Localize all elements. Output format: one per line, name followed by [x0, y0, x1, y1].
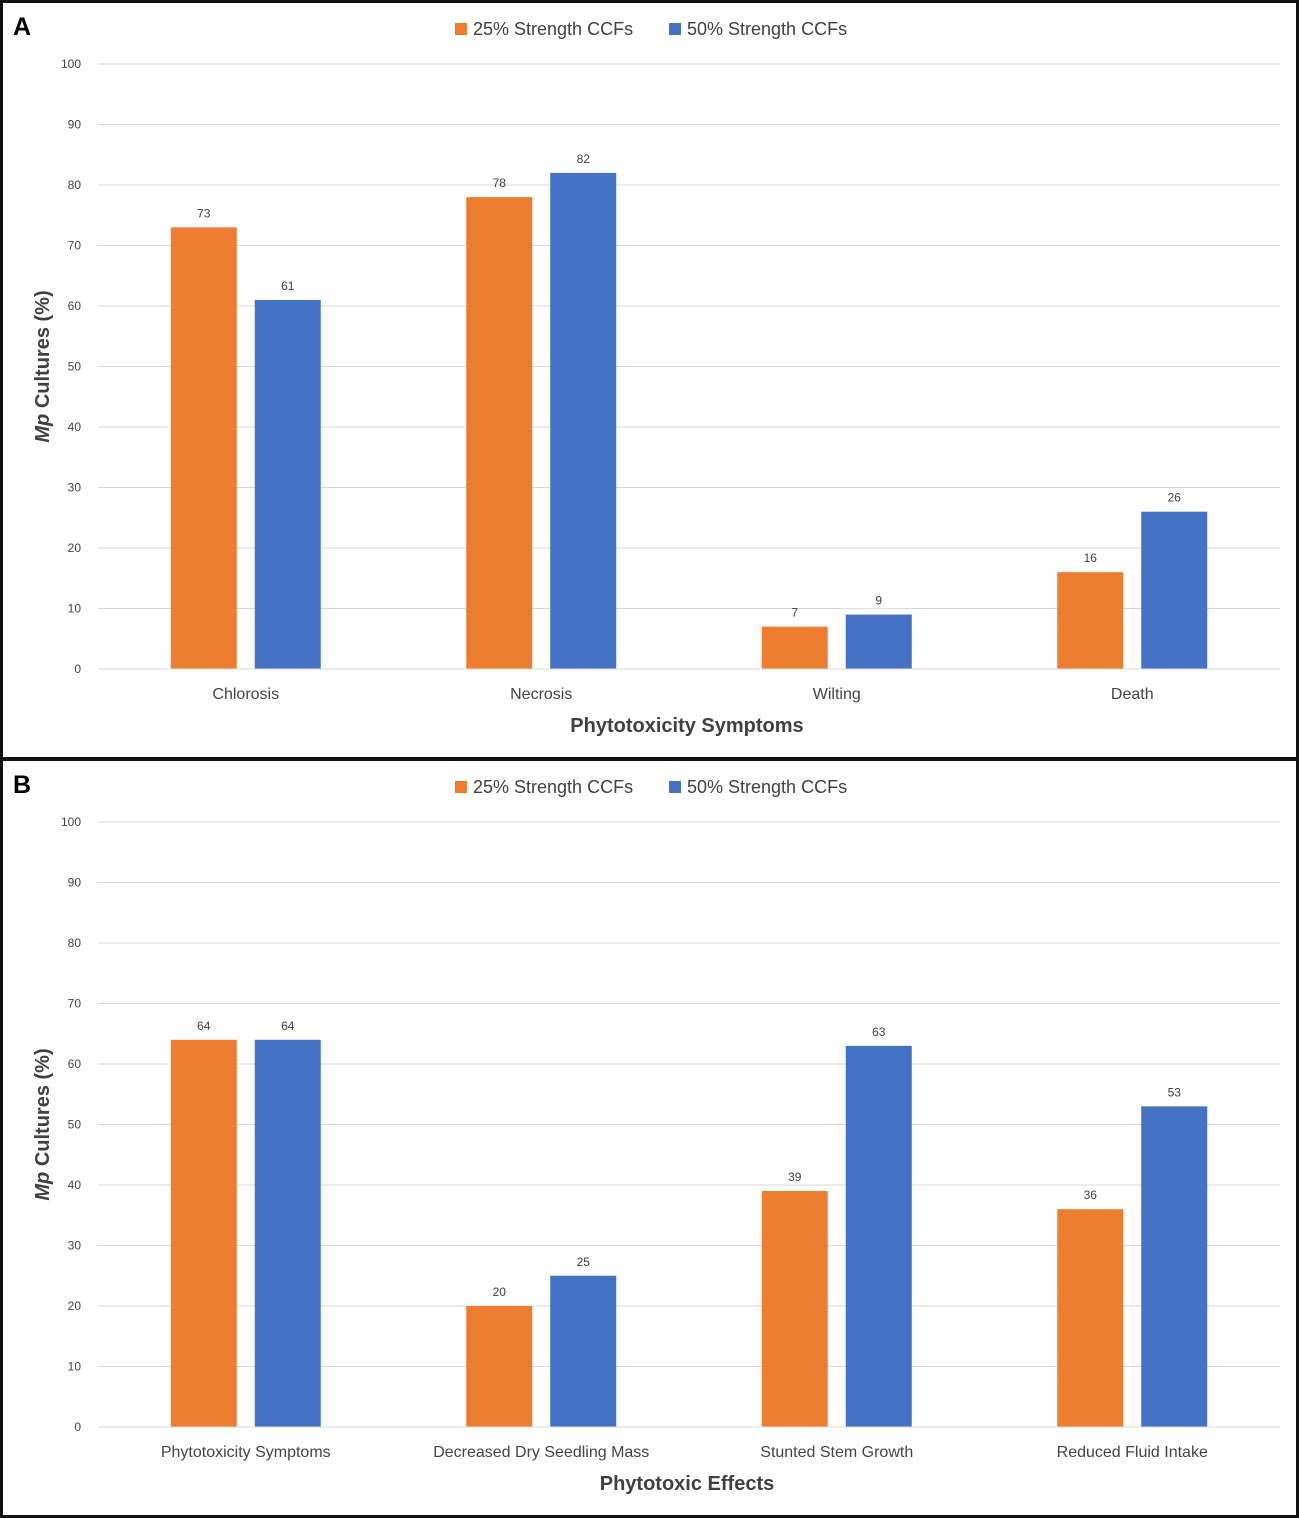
y-tick-label: 0 [74, 1420, 81, 1434]
x-tick-label: Necrosis [510, 686, 572, 703]
legend-swatch [455, 781, 467, 793]
bar [550, 172, 617, 669]
legend-swatch [669, 23, 681, 35]
chart-panel-b: B 0 10 20 30 40 50 60 70 80 90 100 64 64 Phytotoxicit… [0, 758, 1299, 1518]
y-tick-label: 10 [68, 602, 82, 616]
data-label: 36 [1084, 1188, 1098, 1202]
y-axis-title-rest: Cultures (%) [32, 1048, 54, 1171]
data-label: 78 [493, 176, 507, 190]
y-tick-label: 30 [68, 481, 82, 495]
x-tick-label: Chlorosis [212, 686, 279, 703]
x-tick-label: Reduced Fluid Intake [1057, 1444, 1208, 1461]
y-tick-label: 90 [68, 876, 82, 890]
legend-swatch [455, 23, 467, 35]
y-tick-label: 20 [68, 1299, 82, 1313]
bar-chart-a: 0 10 20 30 40 50 60 70 80 90 100 73 61 Chlorosis 78 82 N… [32, 19, 1280, 737]
legend-label: 50% Strength CCFs [687, 777, 847, 797]
y-tick-label: 100 [61, 57, 81, 71]
bar [1141, 511, 1208, 669]
y-tick-label: 40 [68, 420, 82, 434]
y-axis-title: Mp Cultures (%) [32, 1048, 54, 1200]
bar [170, 1039, 237, 1427]
y-tick-label: 40 [68, 1178, 82, 1192]
data-label: 53 [1168, 1085, 1182, 1099]
y-tick-label: 90 [68, 118, 82, 132]
bar [845, 1045, 912, 1427]
bar [254, 299, 321, 669]
x-axis-title: Phytotoxicity Symptoms [570, 715, 803, 737]
data-label: 64 [197, 1019, 211, 1033]
bar [761, 1191, 828, 1427]
y-tick-label: 50 [68, 1118, 82, 1132]
data-label: 39 [788, 1170, 802, 1184]
data-label: 16 [1084, 551, 1098, 565]
chart-panel-a: A 0 10 20 30 40 50 60 70 80 90 100 73 61 Chlorosis 78 8… [0, 0, 1299, 760]
x-tick-label: Decreased Dry Seedling Mass [433, 1444, 649, 1461]
y-tick-label: 0 [74, 662, 81, 676]
y-tick-label: 60 [68, 299, 82, 313]
x-tick-label: Wilting [813, 686, 861, 703]
y-tick-label: 100 [61, 815, 81, 829]
y-tick-label: 20 [68, 541, 82, 555]
bar [845, 614, 912, 669]
y-axis-title-italic: Mp [32, 414, 54, 443]
bar [254, 1039, 321, 1427]
y-axis-title-italic: Mp [32, 1172, 54, 1201]
y-tick-label: 60 [68, 1057, 82, 1071]
x-tick-label: Phytotoxicity Symptoms [161, 1444, 331, 1461]
legend-label: 25% Strength CCFs [473, 19, 633, 39]
legend-swatch [669, 781, 681, 793]
y-tick-label: 10 [68, 1360, 82, 1374]
legend-label: 50% Strength CCFs [687, 19, 847, 39]
bar [1141, 1106, 1208, 1427]
panel-label: A [13, 13, 32, 41]
data-label: 7 [791, 606, 798, 620]
data-label: 61 [281, 279, 295, 293]
data-label: 9 [875, 594, 882, 608]
panel-label: B [13, 771, 32, 799]
y-tick-label: 70 [68, 997, 82, 1011]
x-tick-label: Stunted Stem Growth [760, 1444, 913, 1461]
legend-label: 25% Strength CCFs [473, 777, 633, 797]
bar [761, 626, 828, 669]
y-tick-label: 30 [68, 1239, 82, 1253]
data-label: 64 [281, 1019, 295, 1033]
x-axis-title: Phytotoxic Effects [600, 1473, 774, 1495]
y-tick-label: 50 [68, 360, 82, 374]
data-label: 20 [493, 1285, 507, 1299]
data-label: 25 [577, 1255, 591, 1269]
bar [1057, 572, 1124, 669]
data-label: 82 [577, 152, 591, 166]
bar [170, 227, 237, 669]
y-tick-label: 70 [68, 239, 82, 253]
bar [550, 1275, 617, 1427]
y-tick-label: 80 [68, 178, 82, 192]
data-label: 26 [1168, 491, 1182, 505]
bar [466, 197, 533, 669]
data-label: 63 [872, 1025, 886, 1039]
bar-chart-b: 0 10 20 30 40 50 60 70 80 90 100 64 64 Phytotoxicity … [32, 777, 1280, 1495]
y-axis-title: Mp Cultures (%) [32, 290, 54, 442]
y-axis-title-rest: Cultures (%) [32, 290, 54, 413]
data-label: 73 [197, 206, 211, 220]
y-tick-label: 80 [68, 936, 82, 950]
bar [1057, 1209, 1124, 1427]
x-tick-label: Death [1111, 686, 1154, 703]
bar [466, 1306, 533, 1427]
